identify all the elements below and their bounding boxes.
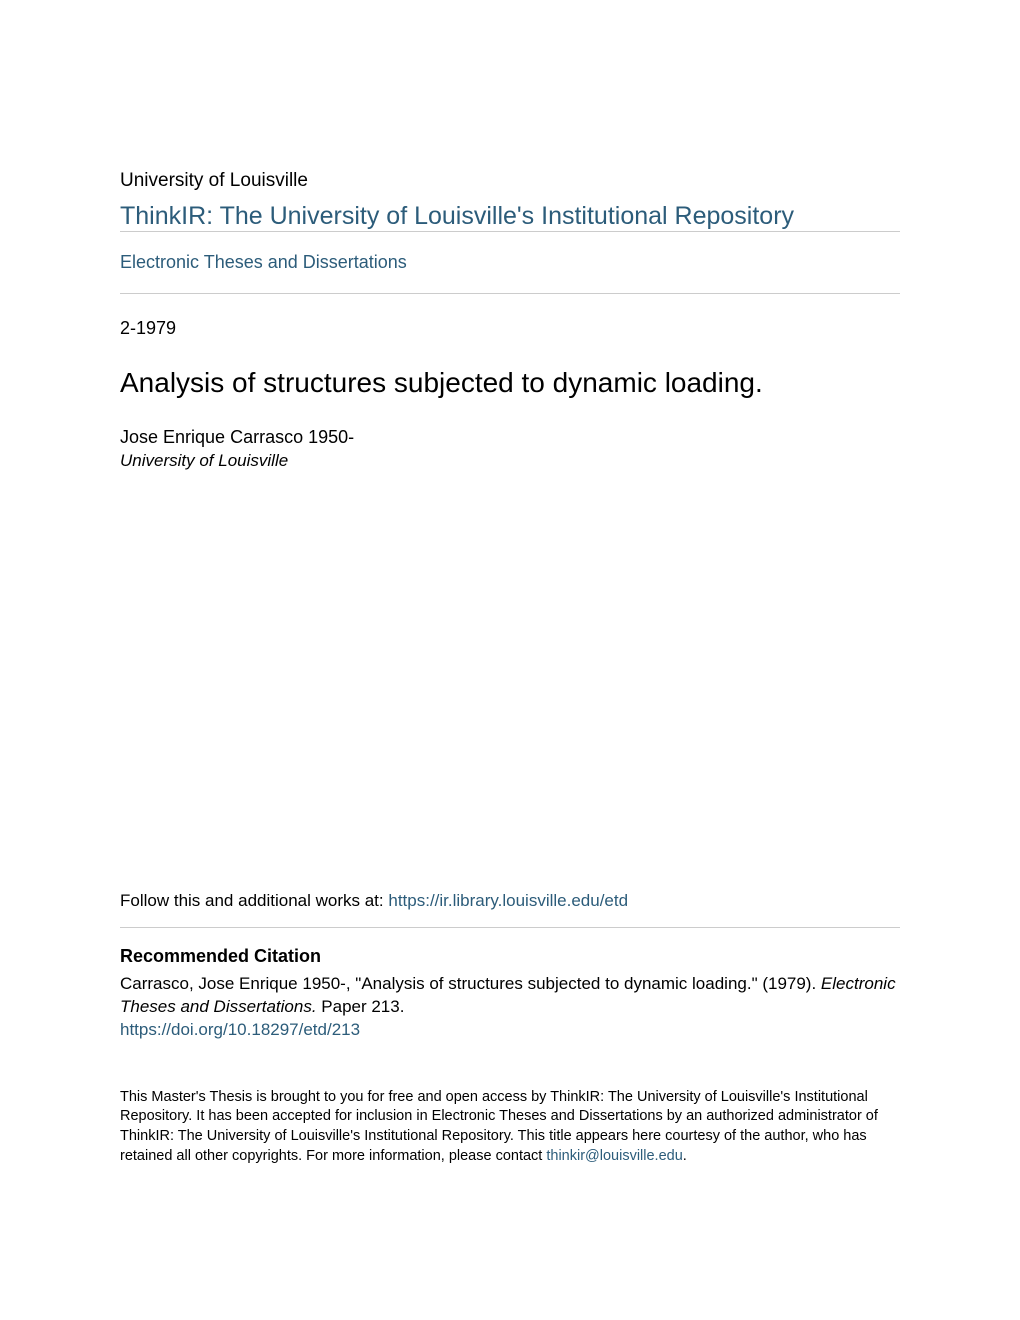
disclaimer-part1: This Master's Thesis is brought to you f… [120,1089,878,1164]
disclaimer-part2: . [683,1148,687,1164]
citation-text: Carrasco, Jose Enrique 1950-, "Analysis … [120,973,900,1019]
divider-follow [120,927,900,928]
citation-part2: Paper 213. [317,997,405,1016]
repository-title-link[interactable]: ThinkIR: The University of Louisville's … [120,202,794,230]
follow-prefix: Follow this and additional works at: [120,891,388,910]
author-affiliation: University of Louisville [120,451,900,471]
follow-link[interactable]: https://ir.library.louisville.edu/etd [388,891,628,910]
article-title: Analysis of structures subjected to dyna… [120,367,900,399]
citation-section: Recommended Citation Carrasco, Jose Enri… [120,946,900,1040]
disclaimer-text: This Master's Thesis is brought to you f… [120,1088,900,1166]
collection-link[interactable]: Electronic Theses and Dissertations [120,232,900,293]
publication-date: 2-1979 [120,318,900,339]
citation-heading: Recommended Citation [120,946,900,967]
institution-name: University of Louisville [120,170,900,192]
follow-section: Follow this and additional works at: htt… [120,891,900,911]
contact-email-link[interactable]: thinkir@louisville.edu [546,1148,682,1164]
divider-collection [120,293,900,294]
author-name: Jose Enrique Carrasco 1950- [120,427,900,448]
doi-link[interactable]: https://doi.org/10.18297/etd/213 [120,1020,900,1040]
citation-part1: Carrasco, Jose Enrique 1950-, "Analysis … [120,974,821,993]
